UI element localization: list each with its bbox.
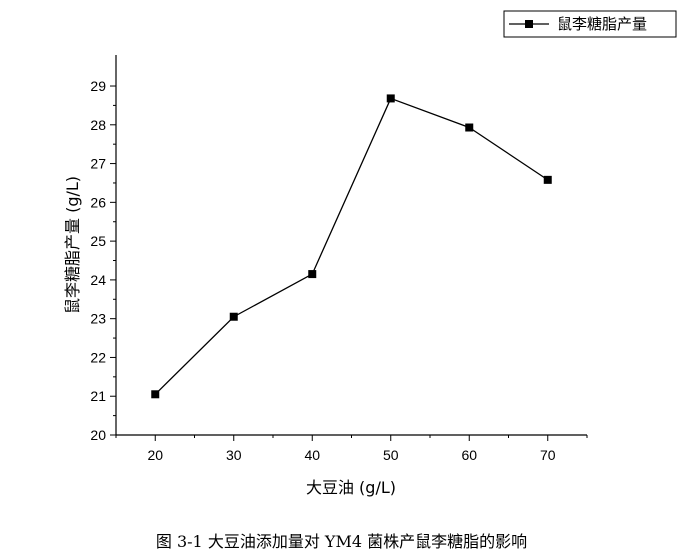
y-tick-label: 22 [90,349,106,365]
y-tick-label: 24 [90,272,106,288]
legend: 鼠李糖脂产量 [503,10,677,38]
data-point [386,94,395,103]
x-tick-label: 60 [461,447,477,463]
y-tick-label: 21 [90,388,106,404]
legend-label: 鼠李糖脂产量 [557,15,647,33]
y-tick-label: 23 [90,311,106,327]
y-tick-label: 27 [90,156,106,172]
data-point [151,390,160,399]
y-tick-label: 29 [90,78,106,94]
series-layer [151,94,552,399]
x-axis-title: 大豆油 (g/L) [306,478,396,497]
figure-caption: 图 3-1 大豆油添加量对 YM4 菌株产鼠李糖脂的影响 [155,532,528,551]
data-point [308,270,317,279]
data-point [543,175,552,184]
x-ticks: 20 30 40 50 60 70 [115,435,588,463]
data-point [465,123,474,132]
y-tick-label: 26 [90,194,106,210]
y-axis-title: 鼠李糖脂产量 (g/L) [63,176,82,314]
y-tick-label: 28 [90,117,106,133]
x-tick-label: 70 [540,447,556,463]
series-line [154,97,549,395]
legend-marker-swatch [525,20,533,28]
data-point [229,312,238,321]
x-tick-label: 40 [304,447,320,463]
x-tick-label: 20 [147,447,163,463]
y-ticks: 20 21 22 23 24 25 26 27 28 29 [90,78,116,443]
y-tick-label: 25 [90,233,106,249]
x-tick-label: 30 [226,447,242,463]
y-tick-label: 20 [90,427,106,443]
x-tick-label: 50 [383,447,399,463]
